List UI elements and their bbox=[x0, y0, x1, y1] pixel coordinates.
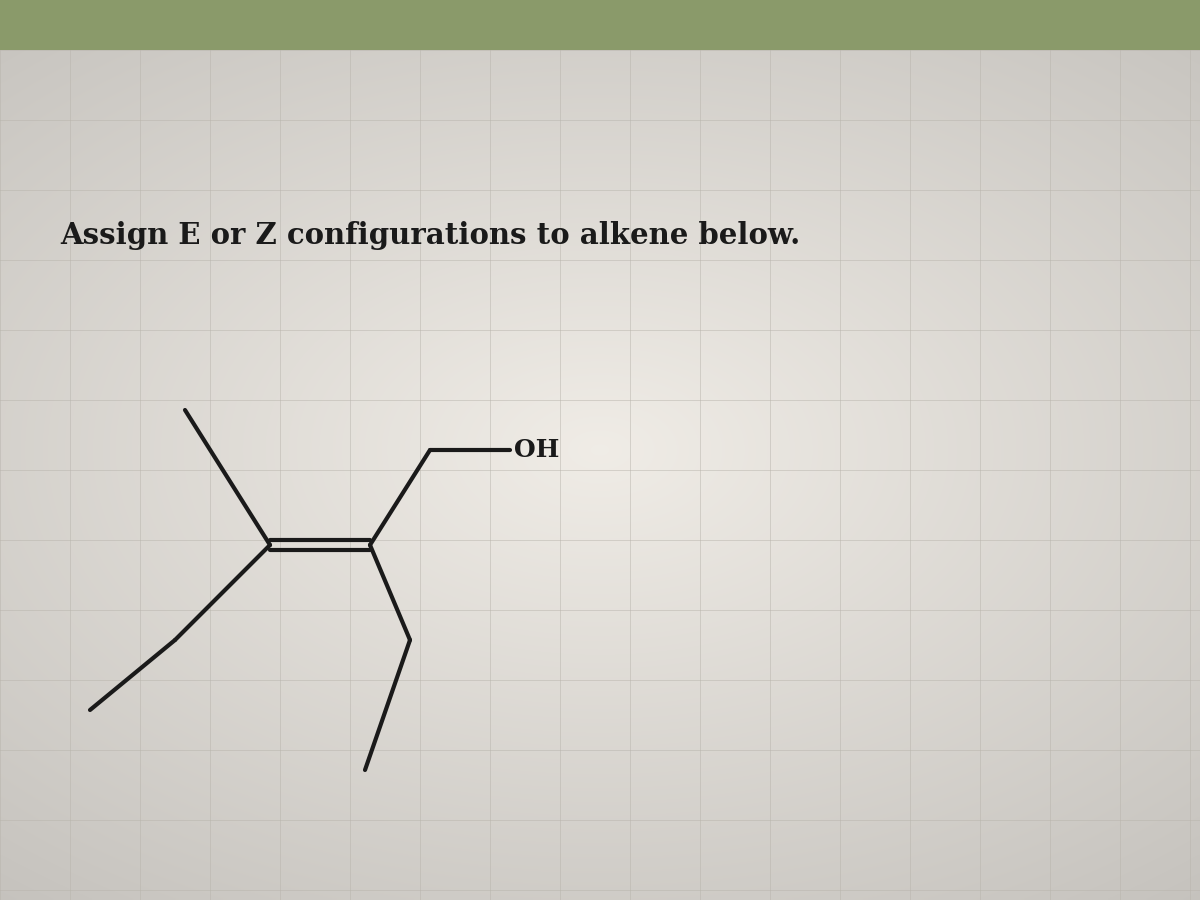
Text: Assign E or Z configurations to alkene below.: Assign E or Z configurations to alkene b… bbox=[60, 220, 800, 249]
Text: OH: OH bbox=[514, 438, 559, 462]
Bar bbox=[0, 0, 1200, 50]
